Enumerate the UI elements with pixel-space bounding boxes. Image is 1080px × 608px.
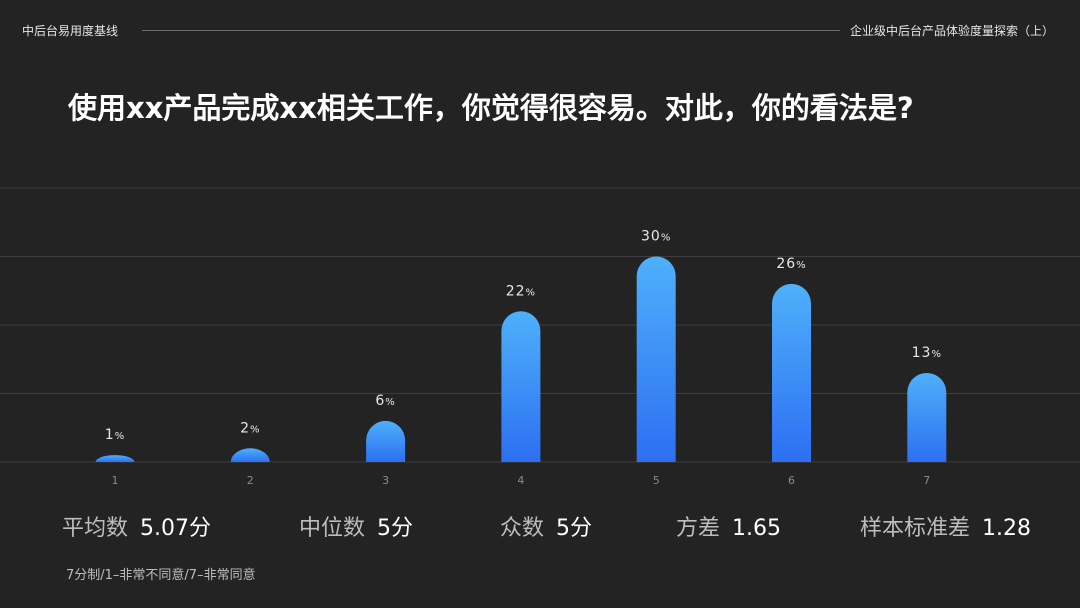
value-labels: 1% 2% 6% 22% 30% 26% 13%: [105, 229, 942, 444]
bar-1: [95, 455, 135, 462]
value-label-5: 30%: [641, 229, 671, 245]
bar-3: [366, 420, 406, 462]
x-tick-5: 5: [653, 474, 660, 487]
stat-stddev-value: 1.28: [982, 516, 1031, 541]
bars: [95, 256, 947, 462]
header-bar: 中后台易用度基线 企业级中后台产品体验度量探索（上）: [0, 18, 1080, 42]
stat-mode: 众数 5分: [500, 510, 592, 542]
stat-stddev-label: 样本标准差: [860, 516, 971, 541]
x-tick-6: 6: [788, 474, 795, 487]
stat-variance-value: 1.65: [732, 516, 781, 541]
bar-4: [501, 311, 541, 462]
stat-median-label: 中位数: [299, 516, 366, 541]
bar-7: [907, 372, 947, 462]
x-tick-3: 3: [382, 474, 389, 487]
stat-mean-value: 5.07分: [140, 516, 212, 541]
bar-5: [636, 256, 676, 462]
x-axis-ticks: 1 2 3 4 5 6 7: [112, 474, 931, 487]
scale-footnote: 7分制/1–非常不同意/7–非常同意: [66, 568, 256, 583]
value-label-4: 22%: [506, 283, 536, 299]
value-label-7: 13%: [912, 345, 942, 361]
x-tick-4: 4: [517, 474, 524, 487]
x-tick-2: 2: [247, 474, 254, 487]
value-label-6: 26%: [776, 256, 806, 272]
stat-mode-value: 5分: [556, 516, 593, 541]
section-title: 中后台易用度基线: [22, 24, 119, 38]
header-divider: [142, 30, 840, 31]
value-label-1: 1%: [105, 427, 125, 443]
stat-mean: 平均数 5.07分: [62, 510, 211, 542]
bar-2: [230, 448, 270, 462]
stat-mode-label: 众数: [500, 516, 545, 541]
x-tick-7: 7: [923, 474, 930, 487]
response-distribution-chart: 1% 2% 6% 22% 30% 26% 13% 1 2 3 4 5 6 7: [0, 187, 1080, 487]
value-label-3: 6%: [375, 393, 395, 409]
stat-mean-label: 平均数: [62, 516, 129, 541]
stat-median-value: 5分: [377, 516, 414, 541]
survey-question: 使用xx产品完成xx相关工作，你觉得很容易。对此，你的看法是?: [68, 91, 914, 125]
bar-6: [772, 283, 811, 462]
stat-median: 中位数 5分: [299, 510, 413, 542]
deck-title: 企业级中后台产品体验度量探索（上）: [849, 24, 1054, 38]
stat-variance-label: 方差: [676, 516, 721, 541]
stat-stddev: 样本标准差 1.28: [860, 510, 1031, 542]
value-label-2: 2%: [240, 420, 260, 436]
x-tick-1: 1: [112, 474, 119, 487]
summary-statistics: 平均数 5.07分 中位数 5分 众数 5分 方差 1.65 样本标准差 1.28: [0, 510, 1080, 546]
stat-variance: 方差 1.65: [676, 510, 781, 542]
gridlines: [0, 187, 1080, 463]
